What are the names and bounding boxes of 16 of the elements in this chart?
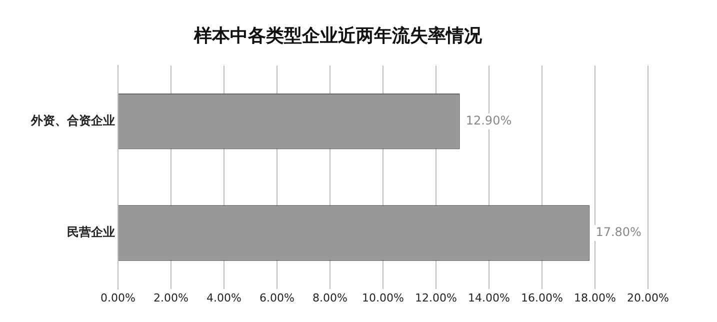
x-tick-label: 18.00% xyxy=(574,291,616,304)
data-label: 12.90% xyxy=(466,114,512,128)
x-tick-label: 12.00% xyxy=(415,291,457,304)
x-tick-label: 16.00% xyxy=(521,291,563,304)
x-tick-label: 2.00% xyxy=(154,291,188,304)
x-tick-label: 6.00% xyxy=(260,291,294,304)
y-tick-label: 民营企业 xyxy=(67,225,115,240)
chart-title: 样本中各类型企业近两年流失率情况 xyxy=(193,25,483,46)
x-tick-label: 8.00% xyxy=(312,291,348,304)
x-tick-label: 0.00% xyxy=(100,291,136,304)
x-tick-label: 20.00% xyxy=(627,291,669,304)
y-tick-label: 外资、合资企业 xyxy=(30,114,115,128)
data-label: 17.80% xyxy=(596,225,642,240)
x-tick-label: 14.00% xyxy=(468,291,510,304)
x-tick-label: 10.00% xyxy=(362,291,404,304)
x-tick-label: 4.00% xyxy=(206,291,242,304)
